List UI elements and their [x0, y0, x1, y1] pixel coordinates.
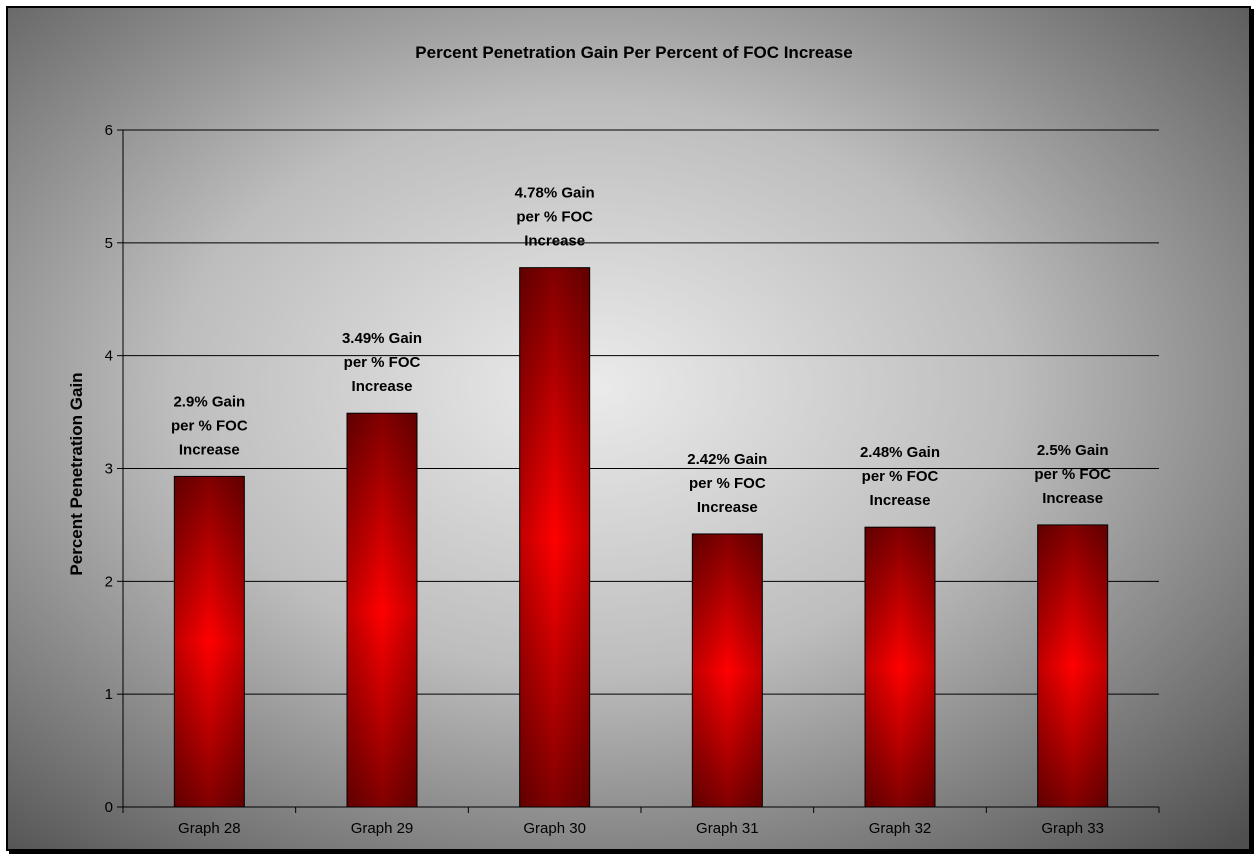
y-tick-label: 0	[105, 799, 113, 816]
bar-shade	[865, 527, 935, 807]
bar-4	[691, 533, 763, 808]
y-tick-label: 6	[105, 122, 113, 139]
data-label-line: 2.42% Gain	[687, 451, 767, 468]
x-tick-label: Graph 29	[351, 820, 414, 837]
data-label-line: 2.5% Gain	[1037, 442, 1109, 459]
x-tick-label: Graph 28	[178, 820, 241, 837]
data-labels: 2.9% Gain per % FOC Increase 3.49% Gain per …	[171, 185, 1111, 516]
bar-outline	[173, 475, 245, 808]
data-label-line: Increase	[352, 378, 413, 395]
chart-title: Percent Penetration Gain Per Percent of …	[415, 43, 852, 62]
data-label-line: Increase	[870, 492, 931, 509]
axes	[117, 129, 1160, 813]
x-tick-label: Graph 33	[1041, 820, 1104, 837]
data-label-line: 3.49% Gain	[342, 330, 422, 347]
y-axis-label: Percent Penetration Gain	[67, 372, 86, 575]
bar-chart: Percent Penetration Gain Per Percent of …	[8, 8, 1249, 849]
data-label-line: per % FOC	[344, 354, 421, 371]
bar-outline	[691, 533, 763, 808]
data-label-line: Increase	[1042, 490, 1103, 507]
data-label-line: per % FOC	[1034, 466, 1111, 483]
data-label-line: per % FOC	[171, 417, 248, 434]
gridlines	[123, 129, 1159, 695]
data-label-line: per % FOC	[862, 468, 939, 485]
bar-outline	[864, 526, 936, 808]
data-label-line: Increase	[524, 233, 585, 250]
x-tick-label: Graph 32	[869, 820, 932, 837]
y-tick-label: 5	[105, 235, 113, 252]
bar-5	[864, 526, 936, 808]
x-tick-label: Graph 30	[523, 820, 586, 837]
data-label-line: per % FOC	[516, 209, 593, 226]
bar-shade	[174, 476, 245, 807]
bar-3	[519, 267, 591, 808]
bar-outline	[1037, 524, 1109, 808]
bar-6	[1037, 524, 1109, 808]
y-tick-label: 4	[105, 348, 113, 365]
bar-outline	[346, 412, 418, 808]
data-label-line: 4.78% Gain	[515, 185, 595, 202]
data-label-line: 2.48% Gain	[860, 444, 940, 461]
bar-outline	[519, 267, 591, 808]
bar-shade	[519, 267, 590, 807]
data-label-line: Increase	[179, 441, 240, 458]
bar-shade	[692, 533, 763, 807]
bars	[173, 267, 1109, 808]
y-tick-label: 1	[105, 686, 113, 703]
tick-labels: 0 1 2 3 4 5 6 Graph 28 Graph 29 Graph 30 Graph 31 G…	[105, 122, 1104, 837]
bar-1	[173, 475, 245, 808]
data-label-line: Increase	[697, 499, 758, 516]
y-tick-label: 3	[105, 461, 113, 478]
bar-shade	[347, 413, 417, 807]
data-label-line: per % FOC	[689, 475, 766, 492]
chart-frame: Percent Penetration Gain Per Percent of …	[6, 6, 1251, 851]
x-tick-label: Graph 31	[696, 820, 759, 837]
bar-2	[346, 412, 418, 808]
bar-shade	[1037, 524, 1108, 807]
data-label-line: 2.9% Gain	[173, 393, 245, 410]
y-tick-label: 2	[105, 573, 113, 590]
